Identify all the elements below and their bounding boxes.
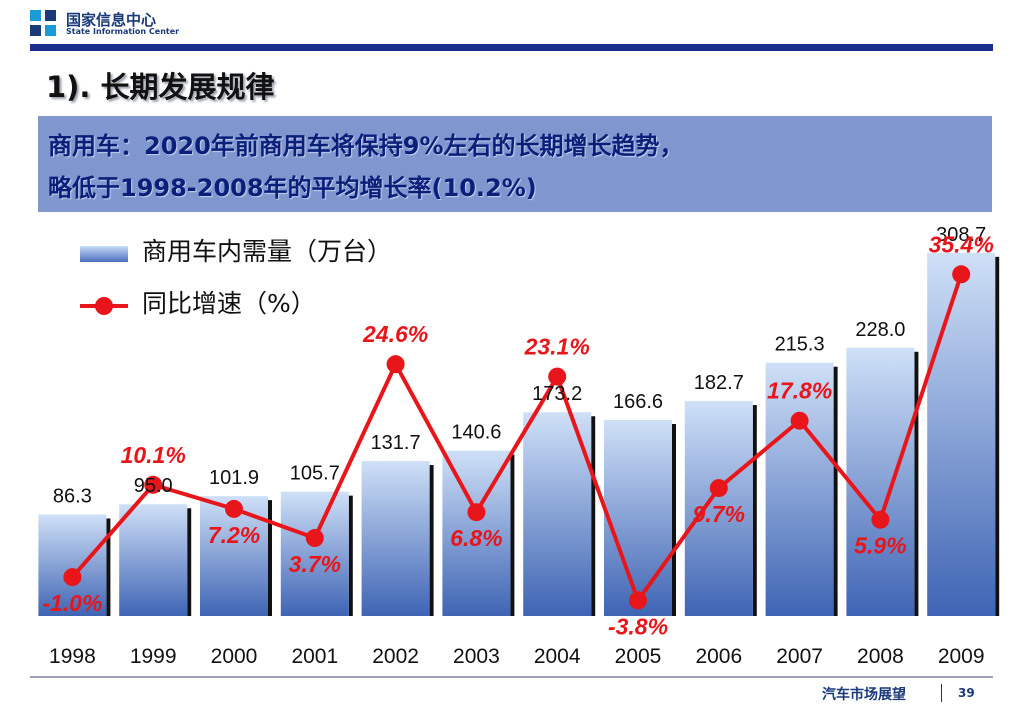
org-name-en: State Information Center	[66, 27, 180, 36]
bar-value-label: 308.7	[936, 224, 986, 246]
bar-value-label: 140.6	[451, 422, 501, 444]
bar-value-label: 95.0	[134, 475, 173, 497]
growth-value-label: -3.8%	[608, 613, 668, 639]
legend-bar-swatch	[80, 246, 128, 262]
growth-point-2009	[952, 265, 971, 284]
growth-value-label: 10.1%	[121, 442, 186, 468]
bar-2007	[765, 362, 834, 616]
bar-shadow	[752, 405, 757, 616]
growth-line	[70, 273, 964, 603]
sic-logo-icon	[30, 10, 56, 36]
growth-point-2001	[305, 529, 324, 548]
x-axis-ticks: 1998 1999 2000 2001 2002 2003 2004 2005 2006 2007…	[49, 645, 985, 668]
bar-2002	[361, 461, 430, 616]
x-tick-label: 2005	[615, 645, 662, 668]
org-logo: 国家信息中心 State Information Center	[30, 8, 290, 44]
bar-2003	[442, 450, 511, 616]
bar-shadow	[106, 518, 111, 616]
bar-value-label: 182.7	[694, 372, 744, 394]
banner-line-2: 略低于1998-2008年的平均增长率(10.2%)	[48, 174, 537, 202]
growth-value-label: 35.4%	[929, 231, 994, 257]
growth-value-label: 9.7%	[693, 501, 745, 527]
bar-shadow	[591, 416, 596, 616]
x-tick-label: 2001	[291, 645, 338, 668]
bar-shadow	[914, 351, 919, 616]
bar-2004	[523, 412, 592, 616]
bar-series	[38, 252, 1000, 616]
summary-banner: 商用车：2020年前商用车将保持9%左右的长期增长趋势， 略低于1998-200…	[38, 116, 992, 212]
banner-line-1: 商用车：2020年前商用车将保持9%左右的长期增长趋势，	[48, 132, 684, 160]
bar-shadow	[995, 256, 1000, 616]
bar-shadow	[833, 366, 838, 616]
growth-point-2005	[629, 591, 647, 610]
bar-shadow	[510, 454, 515, 616]
growth-point-2004	[548, 367, 567, 386]
legend-label-line: 同比增速（%）	[142, 289, 316, 318]
x-tick-label: 2003	[453, 645, 500, 668]
growth-value-label: -1.0%	[42, 590, 102, 616]
footer-section: 汽车市场展望	[822, 687, 906, 703]
legend-marker-icon	[95, 297, 113, 315]
bar-2008	[846, 347, 915, 616]
bar-2009	[927, 252, 996, 616]
x-tick-label: 2006	[695, 645, 742, 668]
x-tick-label: 2004	[534, 645, 581, 668]
bar-value-label: 228.0	[855, 319, 905, 341]
bar-shadow	[429, 465, 434, 616]
footer-separator	[941, 684, 942, 702]
bar-shadow	[268, 500, 272, 616]
x-tick-label: 1999	[130, 645, 177, 668]
growth-value-label: 7.2%	[208, 522, 260, 548]
bar-value-label: 105.7	[290, 463, 340, 485]
x-tick-label: 2009	[938, 645, 985, 668]
header-rule	[30, 44, 993, 51]
bar-2006	[684, 401, 753, 616]
bar-value-label: 215.3	[775, 334, 825, 356]
growth-value-label: 3.7%	[289, 551, 341, 577]
slide-title: 1). 长期发展规律	[46, 70, 275, 104]
bar-2001	[280, 491, 349, 616]
bar-value-label: 131.7	[371, 432, 421, 454]
data-labels: 86.3 95.0 101.9 105.7 131.7 140.6 173.2 166.6 18…	[42, 224, 993, 640]
bar-shadow	[187, 508, 192, 616]
growth-point-2003	[467, 503, 486, 522]
growth-value-label: 5.9%	[854, 533, 906, 559]
org-name-cn: 国家信息中心	[66, 11, 157, 29]
bar-1998	[38, 514, 107, 616]
growth-value-label: 17.8%	[767, 378, 832, 404]
growth-point-2000	[225, 499, 243, 518]
bar-shadow	[348, 495, 353, 616]
growth-point-2008	[871, 510, 890, 529]
bar-2005	[604, 420, 672, 616]
growth-value-label: 6.8%	[450, 525, 502, 551]
page-number: 39	[958, 686, 975, 700]
growth-point-1998	[63, 568, 82, 587]
x-tick-label: 2008	[857, 645, 904, 668]
legend-label-bars: 商用车内需量（万台）	[142, 237, 393, 266]
x-tick-label: 2000	[211, 645, 258, 668]
x-tick-label: 2002	[372, 645, 419, 668]
bar-shadow	[672, 424, 676, 616]
bar-value-label: 166.6	[613, 391, 663, 413]
footer-rule	[30, 676, 993, 678]
growth-value-label: 24.6%	[362, 321, 428, 347]
growth-point-2006	[709, 479, 728, 498]
line-series	[63, 265, 971, 610]
x-tick-label: 1998	[49, 645, 96, 668]
x-tick-label: 2007	[776, 645, 823, 668]
growth-point-2002	[386, 355, 405, 374]
growth-value-label: 23.1%	[524, 334, 590, 360]
growth-point-2007	[790, 411, 809, 430]
bar-value-label: 86.3	[53, 485, 92, 507]
bar-1999	[119, 504, 188, 616]
bar-value-label: 101.9	[209, 467, 259, 489]
bar-value-label: 173.2	[532, 383, 582, 405]
growth-point-1999	[144, 475, 163, 494]
